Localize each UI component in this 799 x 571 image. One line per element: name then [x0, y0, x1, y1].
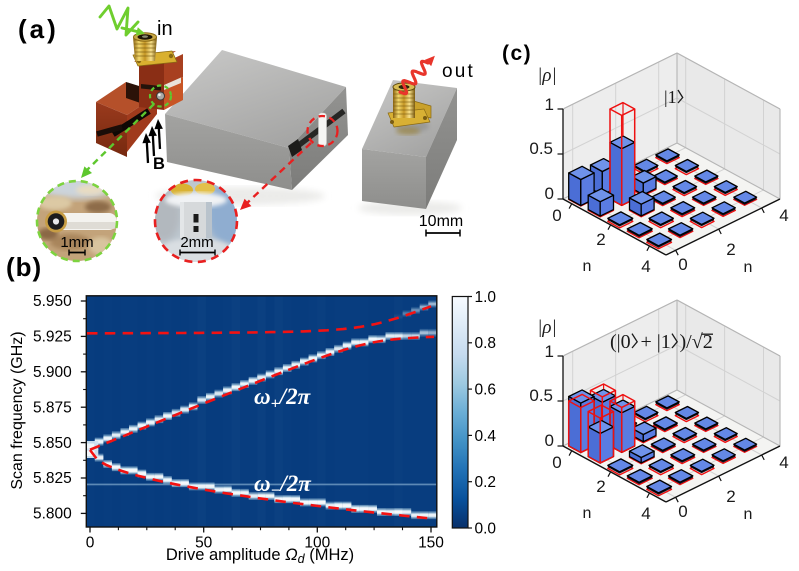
- svg-text:0: 0: [552, 453, 561, 472]
- svg-text:0: 0: [545, 431, 554, 450]
- svg-text:150: 150: [418, 535, 444, 552]
- svg-text:2: 2: [596, 477, 605, 496]
- svg-text:2: 2: [726, 240, 735, 259]
- svg-text:0: 0: [552, 206, 561, 225]
- svg-text:1.0: 1.0: [475, 289, 497, 306]
- svg-text:1: 1: [545, 95, 554, 114]
- svg-text:0.2: 0.2: [475, 474, 497, 491]
- svg-text:0.6: 0.6: [475, 382, 497, 399]
- svg-text:n: n: [583, 258, 592, 275]
- svg-text:100: 100: [304, 535, 330, 552]
- svg-text:0.4: 0.4: [475, 428, 497, 445]
- svg-text:5.800: 5.800: [33, 506, 72, 523]
- svg-text:4: 4: [779, 453, 788, 472]
- svg-text:ω−/2π: ω−/2π: [254, 471, 312, 500]
- svg-text:|ρ|: |ρ|: [537, 65, 557, 86]
- svg-text:5.950: 5.950: [33, 293, 72, 310]
- svg-text:out: out: [442, 61, 475, 82]
- svg-text:0.5: 0.5: [529, 139, 553, 158]
- svg-text:0: 0: [545, 184, 554, 203]
- svg-text:+ |1: + |1: [641, 331, 671, 353]
- svg-text:)/√2: )/√2: [680, 331, 713, 353]
- svg-text:(c): (c): [502, 42, 532, 65]
- svg-text:B: B: [153, 155, 165, 173]
- svg-text:5.900: 5.900: [33, 364, 72, 381]
- svg-text:10mm: 10mm: [419, 213, 463, 230]
- svg-text:4: 4: [641, 257, 650, 276]
- svg-text:Drive amplitude Ωd (MHz): Drive amplitude Ωd (MHz): [166, 546, 354, 566]
- svg-text:1: 1: [545, 342, 554, 361]
- svg-text:4: 4: [641, 504, 650, 523]
- svg-text:5.875: 5.875: [33, 399, 72, 416]
- svg-text:0: 0: [678, 502, 687, 521]
- svg-text:50: 50: [195, 535, 213, 552]
- svg-text:(b): (b): [6, 252, 42, 282]
- svg-text:n: n: [744, 259, 753, 276]
- svg-text:2: 2: [596, 230, 605, 249]
- svg-text:|1: |1: [664, 87, 677, 107]
- svg-text:5.925: 5.925: [33, 329, 72, 346]
- svg-text:2mm: 2mm: [180, 234, 213, 251]
- svg-text:n: n: [744, 506, 753, 523]
- svg-text:(|0: (|0: [610, 331, 631, 353]
- svg-text:5.850: 5.850: [33, 435, 72, 452]
- svg-text:0.8: 0.8: [475, 335, 497, 352]
- svg-text:5.825: 5.825: [33, 470, 72, 487]
- svg-text:Scan frequency (GHz): Scan frequency (GHz): [9, 331, 26, 489]
- svg-text:0: 0: [86, 535, 95, 552]
- svg-text:in: in: [157, 18, 173, 40]
- svg-text:0.0: 0.0: [475, 520, 497, 537]
- svg-text:2: 2: [726, 487, 735, 506]
- svg-text:ω+/2π: ω+/2π: [254, 384, 312, 413]
- svg-text:(a): (a): [18, 14, 59, 44]
- svg-text:0: 0: [678, 255, 687, 274]
- svg-text:0.5: 0.5: [529, 386, 553, 405]
- svg-text:1mm: 1mm: [60, 234, 93, 251]
- svg-text:|ρ|: |ρ|: [537, 317, 557, 338]
- svg-text:4: 4: [779, 206, 788, 225]
- svg-text:n: n: [583, 505, 592, 522]
